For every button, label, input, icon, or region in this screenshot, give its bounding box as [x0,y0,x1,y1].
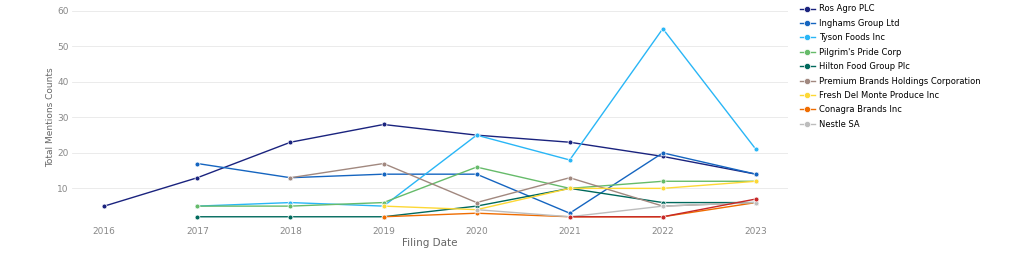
X-axis label: Filing Date: Filing Date [402,238,458,248]
Y-axis label: Total Mentions Counts: Total Mentions Counts [46,68,54,167]
Legend: Ros Agro PLC, Inghams Group Ltd, Tyson Foods Inc, Pilgrim's Pride Corp, Hilton F: Ros Agro PLC, Inghams Group Ltd, Tyson F… [800,4,981,129]
